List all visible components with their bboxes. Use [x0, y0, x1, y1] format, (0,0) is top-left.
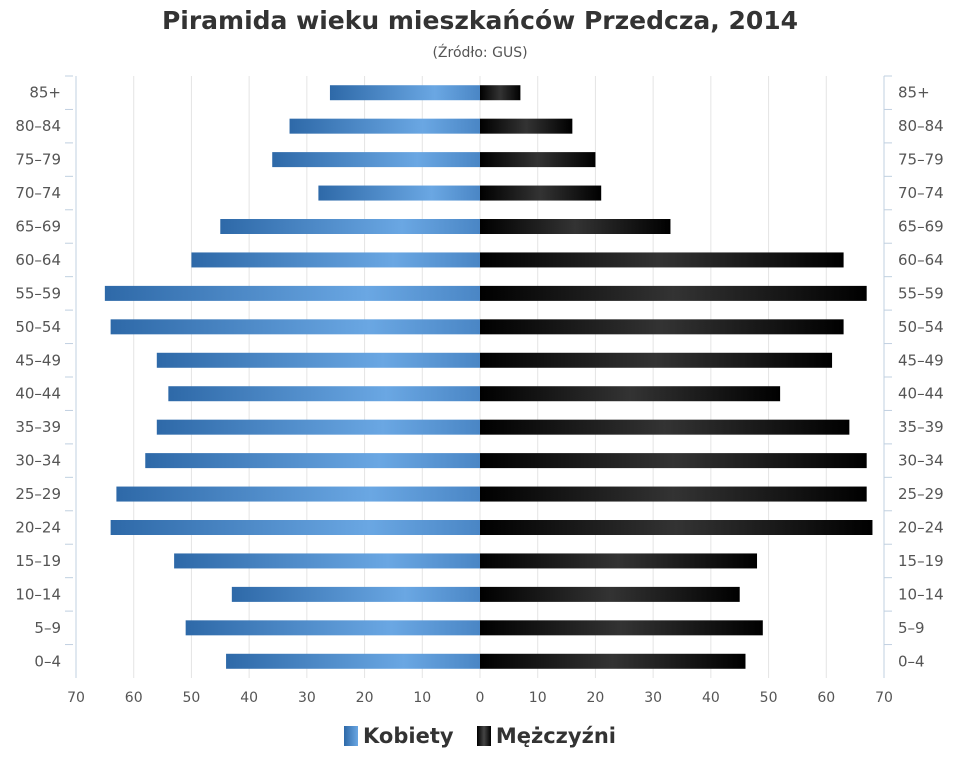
- x-tick-label: 10: [529, 690, 547, 706]
- y-tick-label-right: 75–79: [898, 151, 944, 169]
- y-tick-label-right: 20–24: [898, 519, 944, 537]
- x-tick-label: 20: [587, 690, 605, 706]
- bar-kobiety: [185, 620, 480, 636]
- bar-mezczyzni: [480, 653, 746, 669]
- y-tick-label-left: 40–44: [15, 385, 61, 403]
- bar-kobiety: [272, 152, 480, 168]
- legend-label: Kobiety: [363, 724, 454, 748]
- x-tick-label: 30: [298, 690, 316, 706]
- bar-kobiety: [329, 85, 480, 101]
- y-tick-label-left: 75–79: [15, 151, 61, 169]
- bar-mezczyzni: [480, 85, 521, 101]
- chart-subtitle: (Źródło: GUS): [432, 45, 528, 61]
- bar-kobiety: [156, 419, 481, 435]
- y-tick-label-right: 35–39: [898, 418, 944, 436]
- bar-mezczyzni: [480, 520, 873, 535]
- y-tick-label-left: 55–59: [15, 284, 61, 302]
- bar-kobiety: [231, 586, 480, 602]
- x-tick-label: 70: [875, 690, 893, 706]
- bar-mezczyzni: [480, 419, 850, 435]
- bar-kobiety: [191, 252, 480, 268]
- y-tick-label-left: 25–29: [15, 485, 61, 503]
- y-tick-label-right: 70–74: [898, 184, 944, 202]
- y-tick-label-left: 80–84: [15, 117, 61, 135]
- y-tick-label-left: 85+: [29, 84, 61, 102]
- y-tick-label-left: 35–39: [15, 418, 61, 436]
- bar-mezczyzni: [480, 453, 867, 469]
- bar-mezczyzni: [480, 586, 740, 602]
- y-tick-label-right: 65–69: [898, 218, 944, 236]
- y-tick-label-left: 50–54: [15, 318, 61, 336]
- y-tick-label-left: 20–24: [15, 519, 61, 537]
- y-tick-label-right: 15–19: [898, 552, 944, 570]
- bar-kobiety: [145, 453, 480, 469]
- bar-mezczyzni: [480, 319, 844, 335]
- x-tick-label: 70: [67, 690, 85, 706]
- x-tick-label: 50: [183, 690, 201, 706]
- y-tick-label-left: 0–4: [34, 652, 61, 670]
- y-tick-label-right: 85+: [898, 84, 930, 102]
- bar-kobiety: [110, 520, 480, 535]
- x-tick-label: 40: [240, 690, 258, 706]
- bar-kobiety: [116, 486, 481, 502]
- bar-kobiety: [156, 352, 481, 368]
- legend-item-mezczyzni[interactable]: Mężczyźni: [476, 724, 616, 748]
- bar-mezczyzni: [480, 152, 596, 168]
- x-tick-label: 30: [644, 690, 662, 706]
- bar-kobiety: [289, 118, 480, 134]
- x-tick-label: 60: [817, 690, 835, 706]
- x-tick-label: 50: [760, 690, 778, 706]
- y-tick-label-right: 55–59: [898, 284, 944, 302]
- bar-kobiety: [110, 319, 480, 335]
- bar-kobiety: [168, 386, 481, 402]
- legend-swatch: [344, 726, 359, 746]
- bar-kobiety: [174, 553, 480, 569]
- x-tick-label: 10: [413, 690, 431, 706]
- y-tick-label-right: 5–9: [898, 619, 925, 637]
- legend: Kobiety Mężczyźni: [0, 724, 960, 751]
- legend-swatch: [476, 726, 491, 746]
- y-tick-label-left: 45–49: [15, 351, 61, 369]
- y-tick-label-right: 45–49: [898, 351, 944, 369]
- y-tick-label-right: 40–44: [898, 385, 944, 403]
- bar-mezczyzni: [480, 285, 867, 301]
- legend-item-kobiety[interactable]: Kobiety: [344, 724, 454, 748]
- y-tick-label-right: 60–64: [898, 251, 944, 269]
- bar-mezczyzni: [480, 553, 758, 569]
- bar-mezczyzni: [480, 118, 573, 134]
- y-tick-label-left: 65–69: [15, 218, 61, 236]
- y-tick-label-left: 5–9: [34, 619, 61, 637]
- y-tick-label-right: 80–84: [898, 117, 944, 135]
- x-tick-label: 20: [356, 690, 374, 706]
- y-tick-label-right: 30–34: [898, 452, 944, 470]
- bar-mezczyzni: [480, 386, 781, 402]
- bar-kobiety: [104, 285, 480, 301]
- bar-kobiety: [220, 219, 481, 234]
- x-tick-label: 60: [125, 690, 143, 706]
- bar-mezczyzni: [480, 219, 671, 234]
- chart-title: Piramida wieku mieszkańców Przedcza, 201…: [161, 6, 799, 35]
- bar-kobiety: [318, 185, 480, 201]
- bar-mezczyzni: [480, 486, 867, 502]
- y-tick-label-left: 60–64: [15, 251, 61, 269]
- y-tick-label-right: 50–54: [898, 318, 944, 336]
- bar-kobiety: [226, 653, 480, 669]
- y-tick-label-right: 0–4: [898, 652, 925, 670]
- bar-mezczyzni: [480, 252, 844, 268]
- bar-mezczyzni: [480, 620, 763, 636]
- y-tick-label-left: 10–14: [15, 585, 61, 603]
- x-tick-label: 40: [702, 690, 720, 706]
- bar-mezczyzni: [480, 185, 602, 201]
- x-tick-label: 0: [476, 690, 485, 706]
- y-tick-label-left: 70–74: [15, 184, 61, 202]
- y-tick-label-left: 30–34: [15, 452, 61, 470]
- y-tick-label-right: 25–29: [898, 485, 944, 503]
- bar-mezczyzni: [480, 352, 833, 368]
- y-tick-label-left: 15–19: [15, 552, 61, 570]
- y-tick-label-right: 10–14: [898, 585, 944, 603]
- legend-label: Mężczyźni: [495, 724, 616, 748]
